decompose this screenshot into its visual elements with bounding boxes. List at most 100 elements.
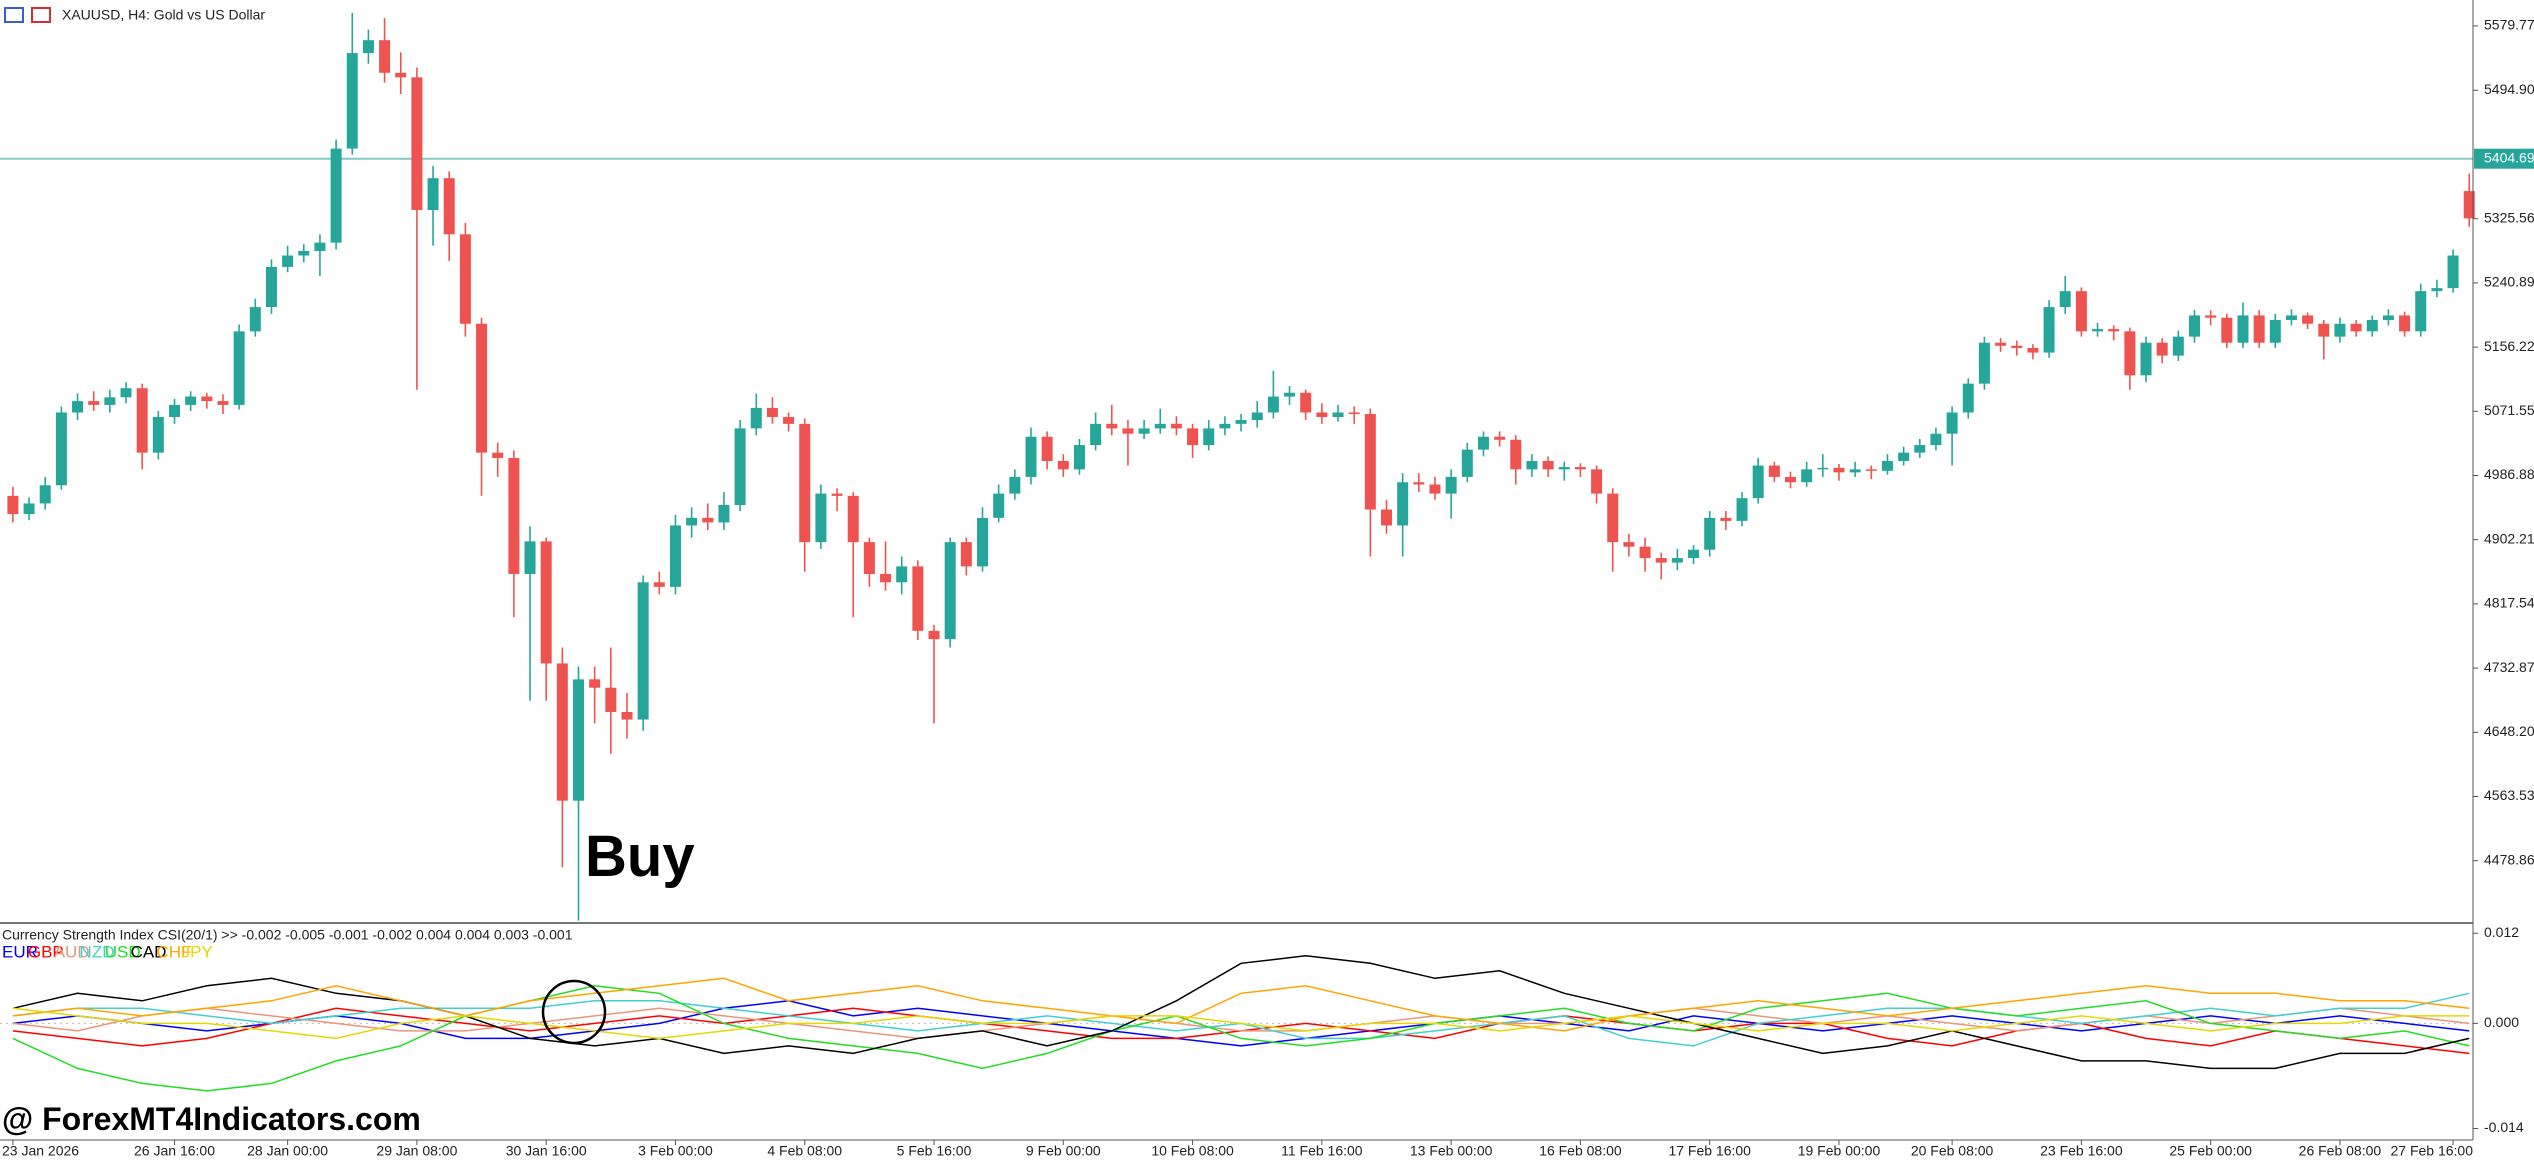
x-tick-label: 23 Jan 2026: [2, 1143, 79, 1159]
candle-body: [104, 397, 116, 405]
candle-body: [1009, 476, 1021, 494]
y-tick-label: 4563.53: [2484, 787, 2534, 803]
candle-body: [831, 493, 843, 496]
icon: [4, 7, 24, 23]
candle-body: [152, 417, 164, 453]
candle-body: [653, 582, 665, 587]
candle-body: [185, 396, 197, 405]
candle-body: [2366, 319, 2378, 332]
x-tick-label: 13 Feb 00:00: [1410, 1143, 1493, 1159]
highlight-circle: [541, 979, 607, 1045]
y-tick-label: 5579.77: [2484, 17, 2534, 33]
candle-body: [799, 423, 811, 543]
candle-body: [1542, 461, 1554, 470]
legend-entry: USD: [105, 942, 141, 961]
candle-body: [7, 495, 19, 515]
candle-body: [556, 663, 568, 801]
x-tick-label: 5 Feb 16:00: [897, 1143, 972, 1159]
y-tick-label: 4732.87: [2484, 659, 2534, 675]
x-tick-label: 28 Jan 00:00: [247, 1143, 328, 1159]
candle-body: [1768, 465, 1780, 477]
candle-body: [362, 40, 374, 54]
candle-body: [1881, 461, 1893, 471]
candle-body: [1348, 412, 1360, 414]
x-tick-label: 25 Feb 00:00: [2169, 1143, 2252, 1159]
candle-body: [346, 53, 358, 149]
candle-body: [944, 542, 956, 640]
title-icons: [4, 7, 51, 23]
candle-body: [1526, 461, 1538, 470]
indicator-line: [12, 1000, 2470, 1047]
candle-body: [2172, 336, 2184, 356]
candle-body: [2447, 255, 2459, 289]
candle-body: [2108, 329, 2120, 332]
candle-body: [2463, 191, 2475, 219]
candle-body: [524, 541, 536, 574]
candle-body: [201, 396, 213, 402]
annotation: Buy: [585, 824, 695, 889]
candle-body: [459, 234, 471, 324]
candle-body: [880, 573, 892, 583]
candle-body: [896, 566, 908, 583]
candle-body: [1429, 484, 1441, 494]
candle-body: [379, 40, 391, 73]
candle-body: [1510, 439, 1522, 470]
x-tick-label: 3 Feb 00:00: [638, 1143, 713, 1159]
candle-body: [2059, 291, 2071, 308]
candle-body: [282, 255, 294, 267]
candle-body: [72, 401, 84, 413]
indicator-title: Currency Strength Index CSI(20/1) >> -0.…: [2, 927, 573, 943]
candle-body: [1138, 428, 1150, 434]
candle-body: [1106, 423, 1118, 429]
candle-body: [2318, 323, 2330, 337]
candle-body: [1574, 467, 1586, 470]
candle-body: [508, 457, 520, 574]
legend-entry: NZD: [80, 942, 115, 961]
candle-body: [1235, 420, 1247, 424]
candle-body: [249, 307, 261, 332]
x-tick-label: 26 Feb 08:00: [2299, 1143, 2382, 1159]
candle-body: [1397, 482, 1409, 526]
candle-body: [330, 148, 342, 243]
candle-body: [2075, 291, 2087, 332]
candle-body: [2269, 319, 2281, 343]
candle-body: [1073, 445, 1085, 470]
candle-body: [2415, 291, 2427, 332]
candle-body: [1720, 517, 1732, 521]
candle-body: [1591, 469, 1603, 494]
candle-body: [298, 250, 310, 256]
candle-body: [1284, 392, 1296, 397]
candle-body: [2334, 323, 2346, 337]
candle-body: [1219, 423, 1231, 429]
candle-body: [2431, 288, 2443, 292]
y-tick-label: 4902.21: [2484, 530, 2534, 546]
candle-body: [39, 485, 51, 504]
candle-body: [1865, 469, 1877, 471]
candle-body: [1170, 423, 1182, 429]
candle-body: [2156, 342, 2168, 356]
candle-body: [1914, 445, 1926, 453]
candle-body: [1251, 412, 1263, 421]
candle-body: [1267, 396, 1279, 413]
legend-entry: CAD: [131, 942, 167, 961]
candle-body: [2043, 307, 2055, 353]
candle-body: [476, 323, 488, 453]
indicator-line: [12, 977, 2470, 1032]
candle-body: [1445, 476, 1457, 494]
x-tick-label: 26 Jan 16:00: [134, 1143, 215, 1159]
candle-body: [2350, 323, 2362, 332]
candle-body: [637, 582, 649, 720]
candle-body: [960, 542, 972, 567]
x-tick-label: 19 Feb 00:00: [1798, 1143, 1881, 1159]
candle-body: [23, 503, 35, 515]
candle-body: [1154, 423, 1166, 429]
candle-body: [1300, 392, 1312, 413]
x-tick-label: 30 Jan 16:00: [506, 1143, 587, 1159]
x-tick-label: 17 Feb 16:00: [1668, 1143, 1751, 1159]
candle-body: [2092, 329, 2104, 332]
candle-body: [1688, 549, 1700, 559]
y-tick-label: 5325.56: [2484, 209, 2534, 225]
candle-body: [1671, 558, 1683, 563]
y-tick-label: 5240.89: [2484, 274, 2534, 290]
